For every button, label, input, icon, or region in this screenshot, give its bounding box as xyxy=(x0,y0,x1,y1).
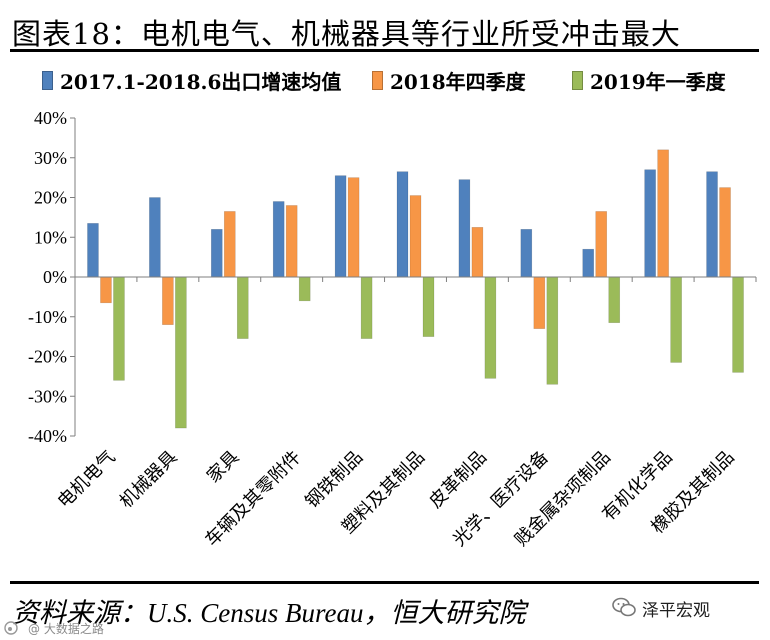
bar-series-3-10 xyxy=(670,276,682,363)
bar-series-1-9 xyxy=(582,248,595,278)
bar-series-1-4 xyxy=(272,201,285,278)
bar-series-2-4 xyxy=(285,205,298,278)
legend-swatch-series-2 xyxy=(372,71,383,90)
bar-series-3-7 xyxy=(484,276,497,379)
legend-swatch-series-1 xyxy=(42,71,53,90)
x-category-label: 电机电气 xyxy=(54,447,120,513)
chart-title: 图表18：电机电气、机械器具等行业所受冲击最大 xyxy=(12,17,681,51)
bar-series-1-6 xyxy=(396,171,409,278)
bar-series-2-8 xyxy=(533,276,546,329)
bar-series-1-11 xyxy=(706,171,718,278)
x-category-label: 家具 xyxy=(203,447,243,487)
y-tick-label: 10% xyxy=(34,227,67,247)
weibo-icon xyxy=(4,621,18,635)
y-tick-label: 20% xyxy=(34,188,67,208)
wechat-icon xyxy=(612,597,636,617)
bar-series-3-3 xyxy=(236,276,249,339)
bar-series-3-11 xyxy=(732,276,744,373)
bar-series-2-3 xyxy=(223,211,236,278)
bar-series-2-5 xyxy=(347,177,360,278)
bar-series-1-5 xyxy=(334,175,347,278)
bar-series-3-2 xyxy=(175,276,187,429)
y-tick-label: 30% xyxy=(34,148,67,168)
bar-series-3-9 xyxy=(608,276,621,324)
bar-series-1-8 xyxy=(520,229,533,278)
bar-series-2-2 xyxy=(162,276,174,326)
bar-series-3-1 xyxy=(113,276,125,381)
bar-series-1-10 xyxy=(644,169,656,278)
y-tick-label: 40% xyxy=(34,108,67,128)
bar-series-3-6 xyxy=(422,276,435,337)
bar-series-3-5 xyxy=(360,276,373,339)
bar-series-2-9 xyxy=(595,211,608,278)
legend: 2017.1-2018.6出口增速均值 2018年四季度 2019年一季度 xyxy=(0,62,770,96)
legend-label-series-3: 2019年一季度 xyxy=(590,70,726,94)
title-rule xyxy=(10,49,759,52)
legend-swatch-series-3 xyxy=(572,71,583,90)
watermark-brand-text: 泽平宏观 xyxy=(642,601,710,621)
x-category-label: 机械器具 xyxy=(116,447,182,513)
source-note: 资料来源：U.S. Census Bureau，恒大研究院 xyxy=(12,598,526,628)
y-tick-label: -10% xyxy=(28,307,67,327)
chart-header: 图表18：电机电气、机械器具等行业所受冲击最大 xyxy=(12,8,756,51)
y-tick-label: -30% xyxy=(28,386,67,406)
bar-series-1-2 xyxy=(149,197,161,278)
y-tick-label: -40% xyxy=(28,426,67,446)
bar-series-1-1 xyxy=(87,223,99,278)
bar-series-1-3 xyxy=(210,229,223,278)
bar-series-2-11 xyxy=(719,187,731,278)
bar-series-2-1 xyxy=(100,276,112,304)
legend-label-series-2: 2018年四季度 xyxy=(390,70,526,94)
bar-series-2-7 xyxy=(471,227,484,278)
bar-series-3-8 xyxy=(546,276,559,385)
y-tick-label: -20% xyxy=(28,347,67,367)
bar-series-1-7 xyxy=(458,179,471,278)
footer-rule xyxy=(10,581,759,584)
watermark-corner-text: @ 大数据之路 xyxy=(28,622,104,636)
y-tick-label: 0% xyxy=(43,267,67,287)
legend-label-series-1: 2017.1-2018.6出口增速均值 xyxy=(60,70,342,94)
bar-series-2-10 xyxy=(657,149,669,278)
bar-series-2-6 xyxy=(409,195,422,278)
bar-series-3-4 xyxy=(298,276,311,302)
